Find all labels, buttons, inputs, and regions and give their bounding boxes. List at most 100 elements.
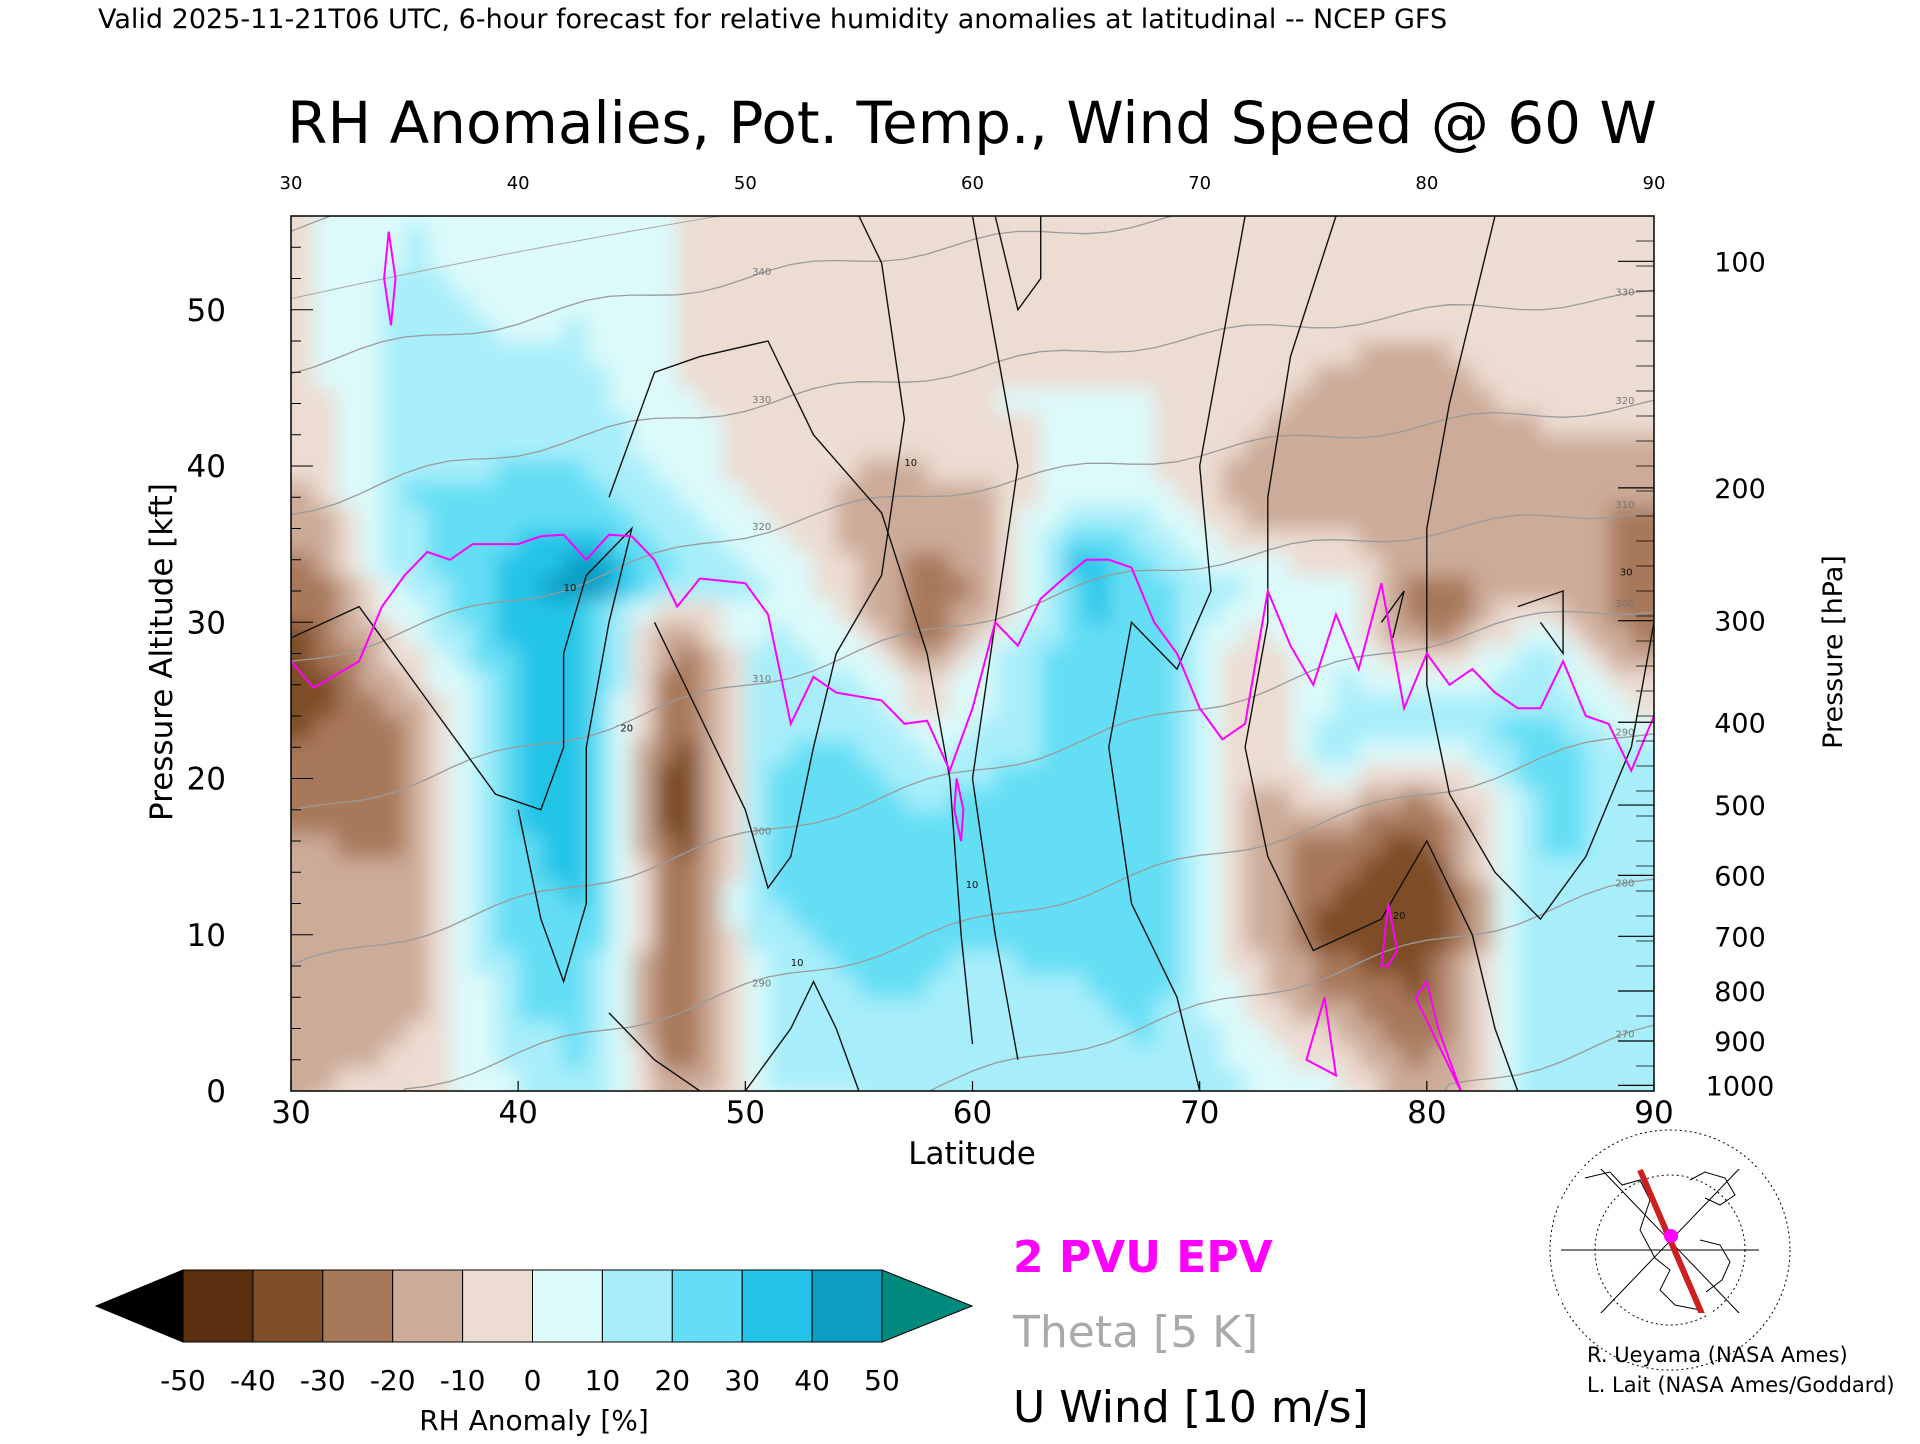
- heat-cell: [1245, 216, 1269, 225]
- heat-cell: [927, 950, 951, 975]
- heat-cell: [1267, 997, 1292, 1022]
- heat-cell: [768, 926, 792, 952]
- heat-cell: [404, 997, 429, 1022]
- heat-cell: [518, 645, 542, 671]
- heat-cell: [495, 317, 520, 342]
- heat-cell: [677, 411, 701, 436]
- heat-cell: [1654, 388, 1678, 412]
- heat-cell: [1108, 926, 1133, 952]
- heat-cell: [540, 1067, 565, 1091]
- heat-cell: [291, 716, 292, 741]
- heat-cell: [291, 598, 315, 624]
- heat-cell: [1563, 177, 1587, 201]
- heat-cell: [1245, 716, 1269, 741]
- heat-cell: [1108, 528, 1133, 553]
- heat-cell: [1404, 762, 1428, 788]
- heat-cell: [450, 294, 474, 319]
- heat-cell: [1040, 387, 1065, 413]
- heat-cell: [359, 270, 383, 296]
- heat-cell: [1608, 247, 1633, 272]
- heat-cell: [472, 622, 497, 647]
- heat-cell: [1563, 247, 1587, 272]
- heat-cell: [1449, 669, 1474, 694]
- heat-cell: [813, 458, 838, 483]
- heat-cell: [1313, 294, 1337, 319]
- heat-cell: [450, 880, 474, 905]
- heat-cell: [586, 505, 610, 530]
- heat-cell: [722, 856, 747, 881]
- heat-cell: [1381, 505, 1406, 530]
- heat-cell: [722, 528, 747, 553]
- heat-cell: [1154, 216, 1178, 225]
- heat-cell: [1177, 1020, 1201, 1046]
- heat-cell: [768, 1091, 792, 1115]
- heat-cell: [1267, 692, 1292, 717]
- heat-cell: [1267, 1020, 1292, 1046]
- heat-cell: [1495, 1067, 1519, 1091]
- heat-cell: [858, 1067, 883, 1091]
- heat-cell: [1017, 223, 1042, 249]
- heat-cell: [631, 270, 656, 296]
- heat-cell: [1517, 551, 1542, 577]
- heat-cell: [1199, 622, 1224, 647]
- heat-cell: [1585, 926, 1610, 952]
- heat-cell: [858, 387, 883, 413]
- heat-cell: [745, 856, 769, 881]
- heat-cell: [836, 223, 860, 249]
- heat-cell: [881, 1020, 906, 1046]
- heat-cell: [1086, 177, 1110, 201]
- heat-cell: [291, 294, 315, 319]
- heat-cell: [1245, 1044, 1269, 1069]
- theta-label: 300: [752, 826, 771, 837]
- heat-cell: [1404, 458, 1428, 483]
- heat-cell: [472, 880, 497, 905]
- colorbar: -50 -40 -30 -20 -10 0 10 20 30 40 50: [94, 1269, 974, 1397]
- heat-cell: [949, 739, 974, 764]
- heat-cell: [336, 926, 361, 952]
- heat-cell: [1245, 341, 1269, 366]
- heat-cell: [1222, 950, 1247, 975]
- heat-cell: [1017, 434, 1042, 460]
- heat-cell: [586, 880, 610, 905]
- heat-cell: [1654, 857, 1678, 881]
- heat-cell: [1245, 387, 1269, 413]
- heat-cell: [836, 458, 860, 483]
- heat-cell: [1199, 833, 1224, 858]
- heat-cell: [881, 247, 906, 272]
- heat-cell: [1336, 762, 1360, 788]
- heat-cell: [1449, 247, 1474, 272]
- heat-cell: [1199, 809, 1224, 835]
- heat-cell: [972, 762, 997, 788]
- heat-cell: [768, 739, 792, 764]
- heat-cell: [745, 880, 769, 905]
- heat-cell: [1336, 786, 1360, 811]
- epv-blob: [1305, 997, 1338, 1078]
- heat-cell: [1063, 598, 1088, 624]
- heat-cell: [1154, 716, 1178, 741]
- heat-cell: [1381, 950, 1406, 975]
- heat-cell: [1041, 177, 1065, 201]
- heat-cell: [1404, 950, 1428, 975]
- theta-contour: [291, 289, 1654, 516]
- heat-cell: [1108, 223, 1133, 249]
- heat-cell: [1063, 1020, 1088, 1046]
- heat-cell: [359, 481, 383, 506]
- heat-cell: [1495, 458, 1519, 483]
- heat-cell: [881, 551, 906, 577]
- heat-cell: [1267, 622, 1292, 647]
- heat-cell: [495, 833, 520, 858]
- heat-cell: [291, 364, 292, 389]
- heat-cell: [995, 598, 1019, 624]
- heat-cell: [1177, 434, 1201, 460]
- heat-cell: [1313, 598, 1337, 624]
- heat-cell: [700, 1091, 724, 1115]
- heat-cell: [1063, 505, 1088, 530]
- heat-cell: [450, 458, 474, 483]
- heat-cell: [1017, 551, 1042, 577]
- heat-cell: [1631, 364, 1654, 389]
- heat-cell: [1585, 247, 1610, 272]
- heat-cell: [1131, 786, 1156, 811]
- heat-cell: [1585, 762, 1610, 788]
- heat-cell: [1245, 528, 1269, 553]
